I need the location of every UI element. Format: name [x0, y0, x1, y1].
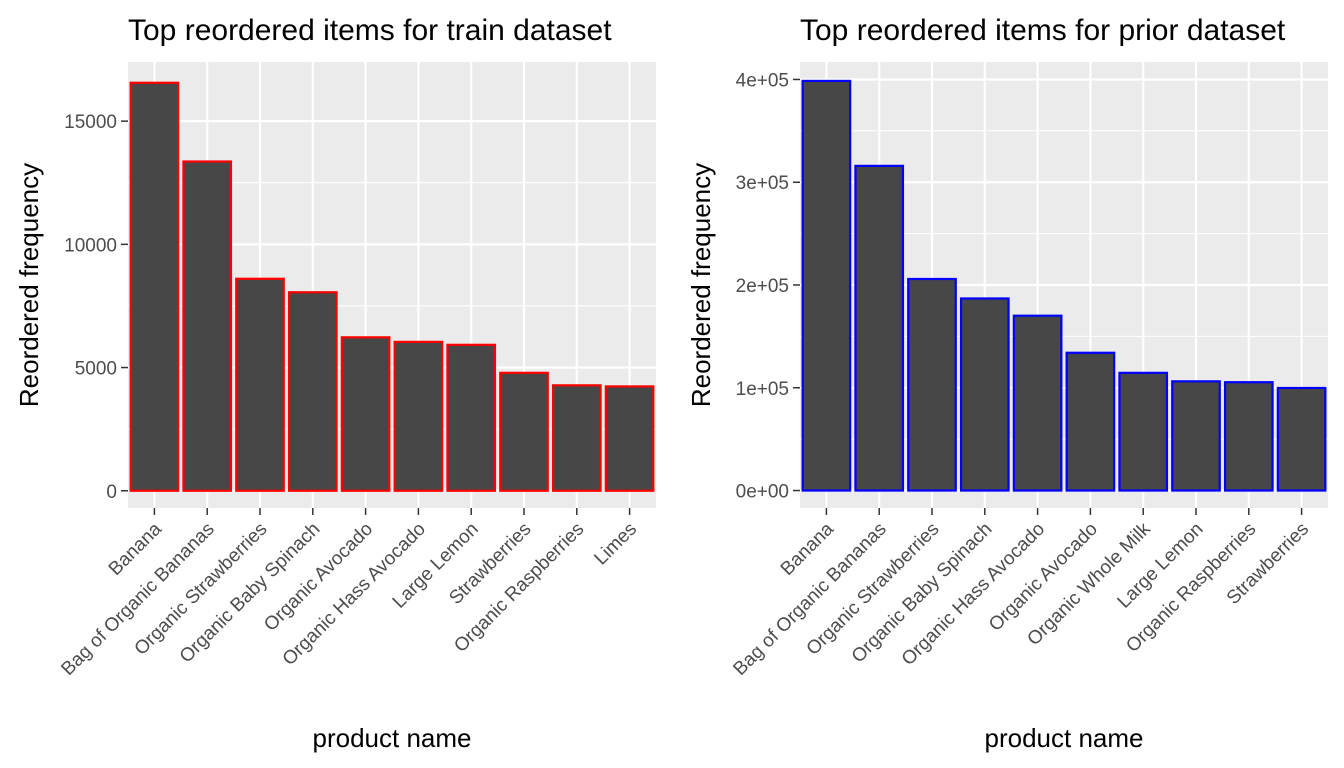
train-bar — [129, 81, 180, 492]
prior-x-axis-title: product name — [985, 723, 1144, 753]
prior-y-tick-label: 2e+05 — [736, 276, 789, 297]
train-bar — [551, 384, 602, 492]
train-bar — [446, 343, 497, 492]
train-x-axis-title: product name — [313, 723, 472, 753]
train-x-tick-label: Limes — [590, 519, 641, 570]
train-y-tick-label: 10000 — [64, 235, 117, 256]
prior-bar — [1276, 386, 1327, 492]
train-y-tick-label: 5000 — [75, 359, 117, 380]
train-bar — [340, 336, 391, 492]
train-y-axis-title: Reordered frequency — [14, 163, 44, 407]
prior-bar — [801, 79, 852, 492]
prior-chart-title: Top reordered items for prior dataset — [800, 14, 1286, 47]
prior-y-tick-label: 0e+00 — [736, 482, 789, 503]
train-bar — [499, 371, 549, 492]
prior-bar — [959, 297, 1010, 492]
prior-bar — [1223, 381, 1274, 492]
prior-y-tick-label: 4e+05 — [736, 70, 789, 91]
train-bar — [604, 385, 655, 492]
prior-bar — [907, 277, 957, 492]
train-bar — [182, 160, 233, 492]
prior-bar — [1012, 314, 1063, 492]
train-bar — [287, 291, 338, 492]
train-bar — [235, 277, 285, 492]
train-y-tick-label: 0 — [106, 482, 117, 503]
prior-bar — [1171, 380, 1221, 492]
prior-y-tick-label: 1e+05 — [736, 379, 789, 400]
prior-y-tick-label: 3e+05 — [736, 173, 789, 194]
prior-bar — [854, 164, 905, 492]
train-y-tick-label: 15000 — [64, 112, 117, 133]
prior-bar — [1065, 351, 1116, 492]
train-bar — [393, 340, 444, 492]
prior-bar — [1118, 371, 1169, 492]
prior-y-axis-title: Reordered frequency — [686, 163, 716, 407]
train-chart-title: Top reordered items for train dataset — [128, 14, 612, 47]
